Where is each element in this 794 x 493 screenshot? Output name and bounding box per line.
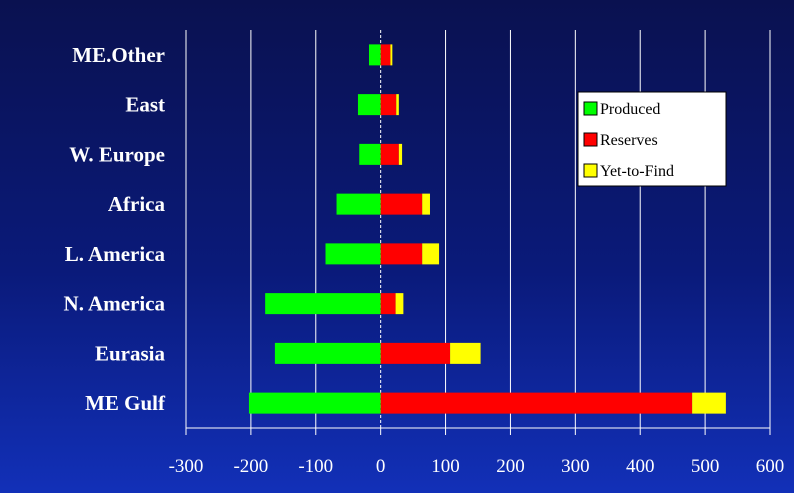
category-label: Eurasia bbox=[95, 341, 166, 365]
legend-swatch-yet-to-find bbox=[583, 163, 598, 178]
legend-label-yet-to-find: Yet-to-Find bbox=[600, 163, 674, 180]
category-label: W. Europe bbox=[69, 142, 165, 166]
category-label: East bbox=[125, 93, 165, 117]
x-tick-label: -100 bbox=[298, 456, 333, 477]
bar-me-other-produced bbox=[368, 44, 381, 66]
bar-l-america-reserves bbox=[380, 243, 423, 265]
x-tick-label: 200 bbox=[496, 456, 525, 477]
bar-l-america-produced bbox=[325, 243, 381, 265]
x-tick-label: 0 bbox=[376, 456, 386, 477]
bar-me-gulf-yet-to-find bbox=[692, 392, 726, 414]
x-axis bbox=[185, 427, 771, 435]
x-tick-label: 500 bbox=[691, 456, 720, 477]
legend-swatch-reserves bbox=[583, 132, 598, 147]
bar-east-reserves bbox=[380, 94, 397, 116]
legend-label-produced: Produced bbox=[600, 101, 660, 118]
bar-w-europe-produced bbox=[359, 143, 381, 165]
legend-label-reserves: Reserves bbox=[600, 132, 658, 149]
category-labels: ME.Other East W. Europe Africa L. America N. … bbox=[64, 43, 166, 415]
bar-me-gulf-produced bbox=[248, 392, 381, 414]
bar-n-america-reserves bbox=[380, 293, 396, 315]
bar-east-produced bbox=[357, 94, 381, 116]
legend: Produced Reserves Yet-to-Find bbox=[577, 91, 727, 187]
bar-me-other-reserves bbox=[380, 44, 391, 66]
bar-africa-produced bbox=[336, 193, 381, 215]
bar-east-yet-to-find bbox=[396, 94, 399, 116]
bar-n-america-produced bbox=[265, 293, 381, 315]
grid-lines bbox=[185, 30, 771, 428]
bar-eurasia-yet-to-find bbox=[450, 342, 481, 364]
bar-africa-yet-to-find bbox=[422, 193, 430, 215]
legend-swatch-produced bbox=[583, 101, 598, 116]
legend-box bbox=[577, 91, 727, 187]
bar-w-europe-reserves bbox=[380, 143, 399, 165]
bars bbox=[248, 44, 726, 414]
bar-l-america-yet-to-find bbox=[422, 243, 440, 265]
bar-w-europe-yet-to-find bbox=[398, 143, 403, 165]
x-tick-label: 300 bbox=[561, 456, 590, 477]
x-tick-label: -300 bbox=[169, 456, 204, 477]
x-tick-label: 600 bbox=[756, 456, 785, 477]
category-label: Africa bbox=[108, 192, 166, 216]
category-label: N. America bbox=[64, 292, 166, 316]
x-tick-label: 100 bbox=[431, 456, 460, 477]
x-tick-labels: -300 -200 -100 0 100 200 300 400 500 600 bbox=[169, 456, 785, 477]
category-label: ME.Other bbox=[72, 43, 165, 67]
category-label: L. America bbox=[65, 242, 166, 266]
bar-africa-reserves bbox=[380, 193, 423, 215]
bar-me-other-yet-to-find bbox=[390, 44, 393, 66]
bar-eurasia-reserves bbox=[380, 342, 451, 364]
x-tick-label: -200 bbox=[233, 456, 268, 477]
bar-me-gulf-reserves bbox=[380, 392, 693, 414]
bar-eurasia-produced bbox=[274, 342, 381, 364]
x-tick-label: 400 bbox=[626, 456, 655, 477]
bar-n-america-yet-to-find bbox=[395, 293, 404, 315]
category-label: ME Gulf bbox=[85, 391, 166, 415]
